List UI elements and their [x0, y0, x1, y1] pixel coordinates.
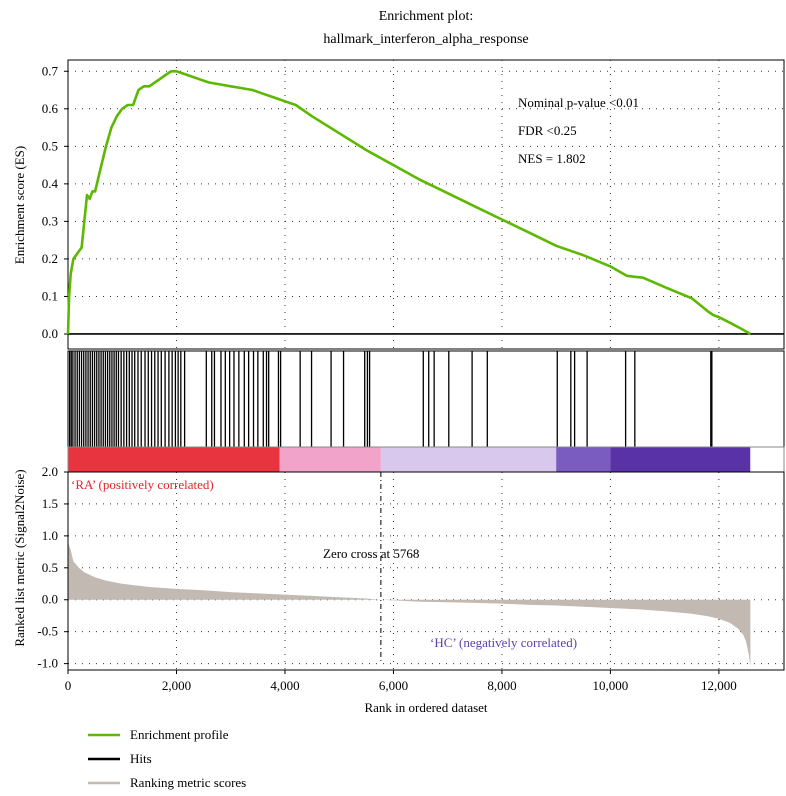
- color-bar-segment: [279, 447, 381, 472]
- zero-cross-annotation: Zero cross at 5768: [323, 546, 419, 561]
- color-bar-segment: [380, 447, 557, 472]
- color-bar-segment: [750, 447, 784, 472]
- es-y-tick-label: 0.0: [42, 326, 58, 341]
- es-y-tick-label: 0.1: [42, 288, 58, 303]
- nes-annotation: NES = 1.802: [518, 151, 586, 166]
- es-y-axis-label: Enrichment score (ES): [12, 146, 27, 264]
- fdr-annotation: FDR <0.25: [518, 123, 577, 138]
- rank-y-tick-label: 2.0: [42, 464, 58, 479]
- x-tick-label: 0: [65, 678, 72, 693]
- x-tick-label: 10,000: [593, 678, 629, 693]
- hits-panel: [67, 350, 785, 473]
- x-tick-label: 4,000: [270, 678, 299, 693]
- es-y-tick-label: 0.4: [42, 176, 59, 191]
- x-tick-label: 2,000: [162, 678, 191, 693]
- negative-correlation-label: ‘HC’ (negatively correlated): [430, 635, 577, 650]
- x-tick-label: 6,000: [379, 678, 408, 693]
- rank-y-tick-label: -1.0: [37, 656, 58, 671]
- color-bar-segment: [68, 447, 280, 472]
- enrichment-profile-line: [66, 70, 752, 336]
- pvalue-annotation: Nominal p-value <0.01: [518, 95, 639, 110]
- es-y-tick-label: 0.3: [42, 213, 58, 228]
- legend: Enrichment profile Hits Ranking metric sco…: [88, 727, 246, 790]
- rank-y-tick-label: 1.0: [42, 528, 58, 543]
- es-panel: 0.0 0.1 0.2 0.3 0.4 0.5 0.6 0.7: [42, 59, 785, 350]
- positive-correlation-label: ‘RA’ (positively correlated): [71, 477, 214, 492]
- rank-y-tick-label: 0.5: [42, 560, 58, 575]
- es-y-tick-label: 0.2: [42, 251, 58, 266]
- x-axis: 0 2,000 4,000 6,000 8,000 10,000 12,000: [65, 670, 737, 693]
- es-y-tick-label: 0.7: [42, 63, 59, 78]
- es-y-tick-label: 0.6: [42, 101, 59, 116]
- rank-y-tick-label: 1.5: [42, 496, 58, 511]
- x-axis-label: Rank in ordered dataset: [364, 700, 487, 715]
- rank-y-tick-label: 0.0: [42, 592, 58, 607]
- legend-label: Ranking metric scores: [130, 775, 246, 790]
- ranking-metric-panel: -1.0 -0.5 0.0 0.5 1.0 1.5 2.0: [37, 464, 785, 671]
- x-tick-label: 8,000: [487, 678, 516, 693]
- es-panel-frame: [67, 59, 785, 350]
- rank-y-tick-label: -0.5: [37, 624, 58, 639]
- legend-label: Hits: [130, 751, 152, 766]
- es-y-tick-label: 0.5: [42, 138, 58, 153]
- chart-title-line1: Enrichment plot:: [379, 9, 473, 24]
- color-bar-segment: [610, 447, 751, 472]
- x-tick-label: 12,000: [701, 678, 737, 693]
- ranking-metric-area: [68, 541, 751, 667]
- rank-panel-frame: [67, 471, 785, 671]
- rank-y-axis-label: Ranked list metric (Signal2Noise): [12, 469, 27, 646]
- chart-title-line2: hallmark_interferon_alpha_response: [323, 32, 528, 47]
- legend-label: Enrichment profile: [130, 727, 229, 742]
- color-bar-segment: [556, 447, 611, 472]
